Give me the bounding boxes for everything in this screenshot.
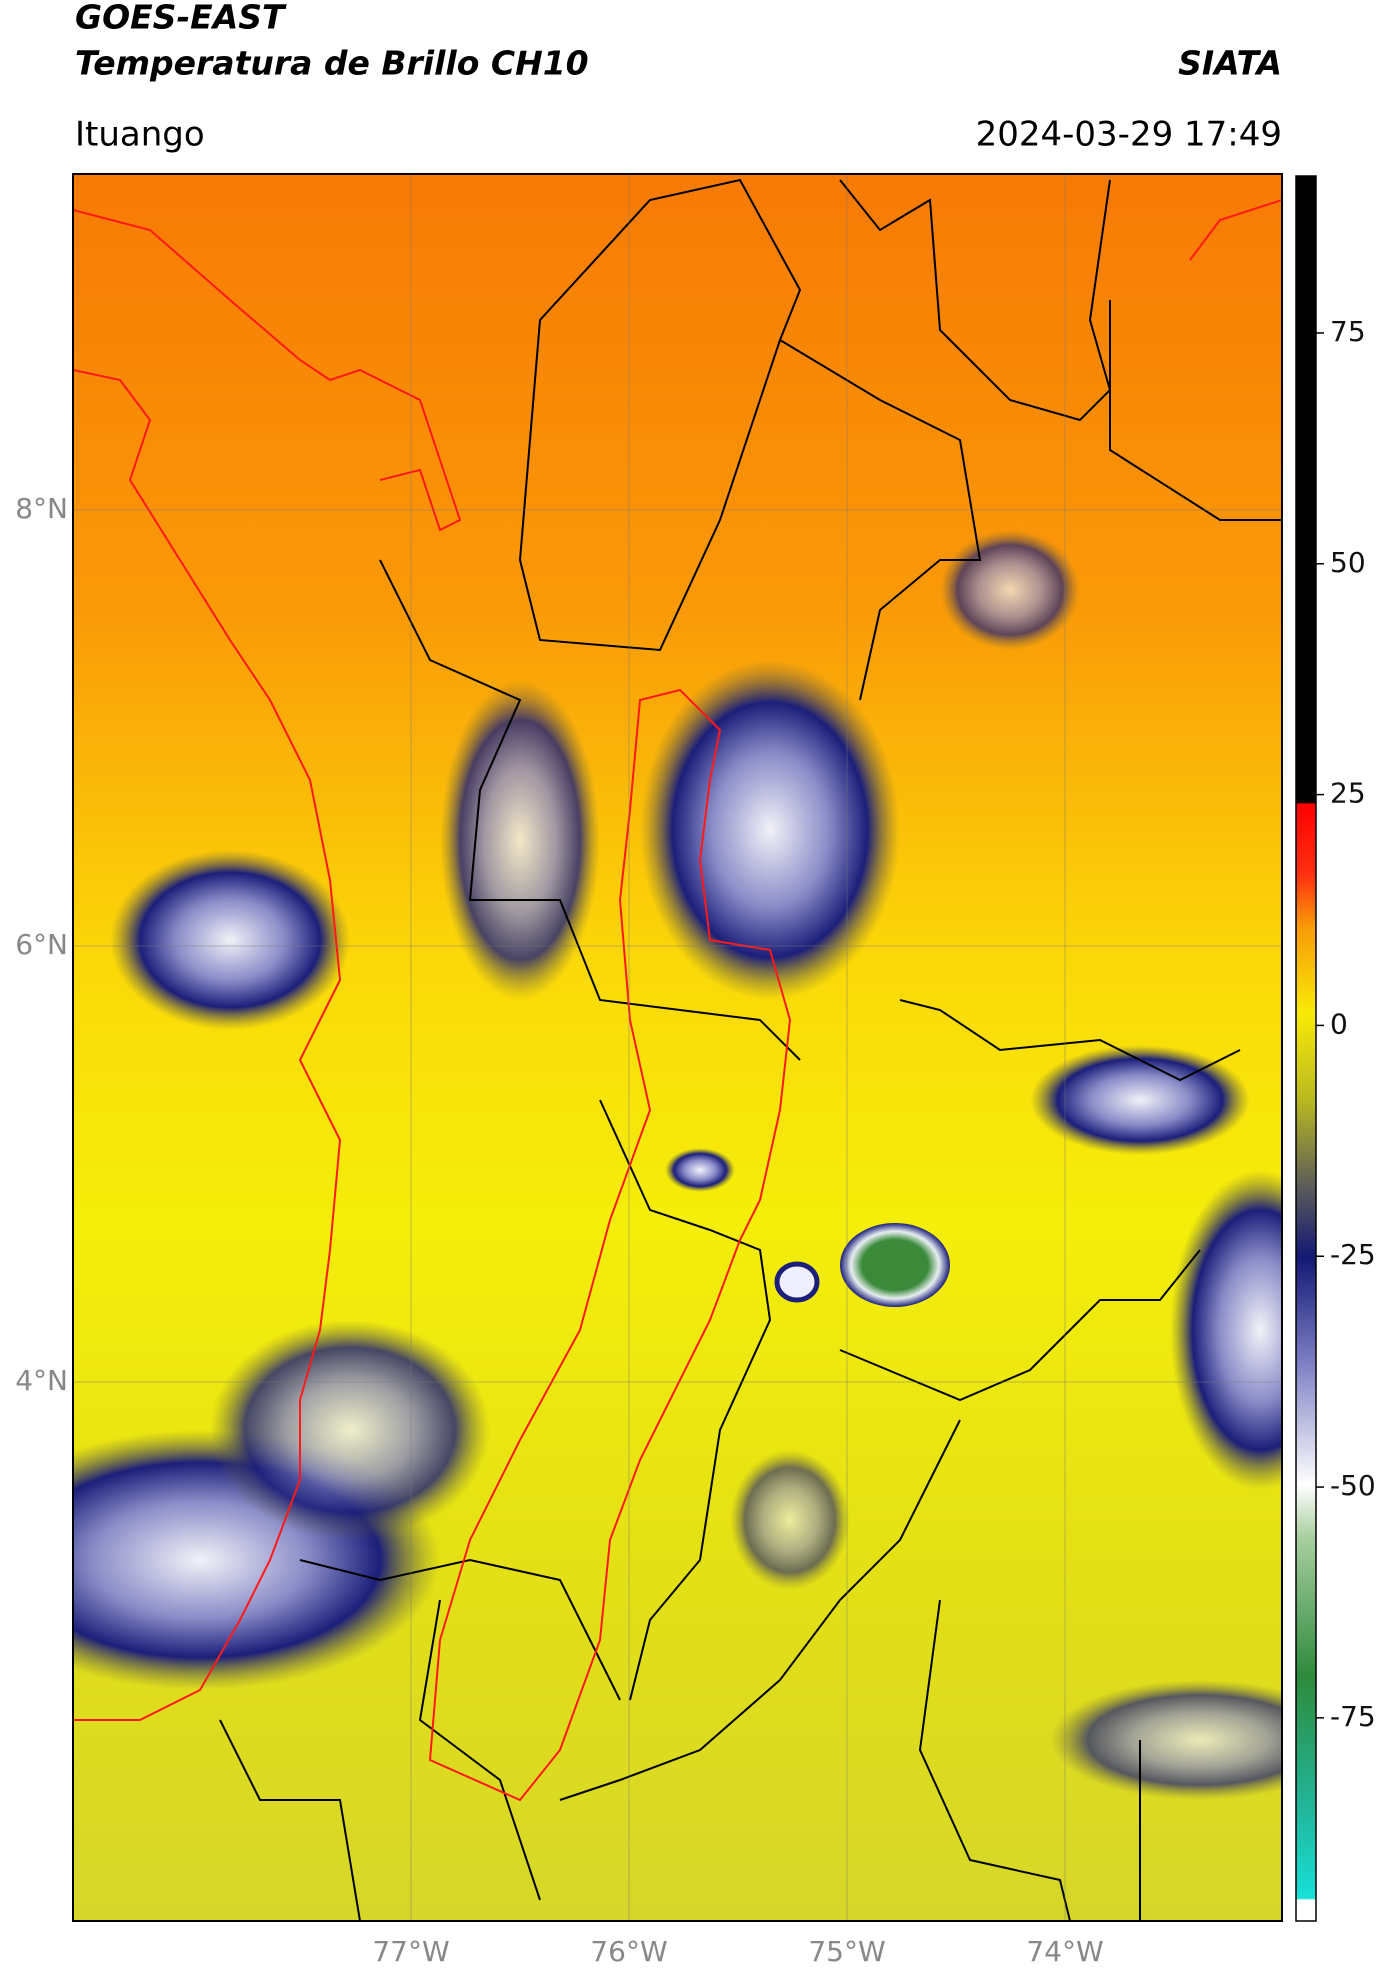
- agency: SIATA: [1178, 44, 1282, 83]
- lat-label: 4°N: [15, 1364, 68, 1397]
- colorbar-tick-label: 0: [1330, 1007, 1348, 1040]
- colorbar-tick-label: -75: [1330, 1700, 1376, 1733]
- graticule: [73, 174, 1282, 1921]
- lon-label: 77°W: [372, 1935, 449, 1968]
- map-image: [73, 174, 1282, 1921]
- lon-label: 76°W: [590, 1935, 667, 1968]
- timestamp: 2024-03-29 17:49: [976, 115, 1282, 155]
- colorbar-tick-label: -50: [1330, 1469, 1376, 1502]
- lat-label: 6°N: [15, 928, 68, 961]
- title: GOES-EAST: [75, 0, 287, 37]
- map-frame: [72, 173, 1283, 1922]
- colorbar-tick-label: 75: [1330, 315, 1366, 348]
- location: Ituango: [75, 115, 205, 155]
- colorbar: [1295, 175, 1317, 1922]
- lon-label: 75°W: [808, 1935, 885, 1968]
- colorbar-tick-label: -25: [1330, 1238, 1376, 1271]
- colorbar-tick-label: 25: [1330, 777, 1366, 810]
- lon-label: 74°W: [1026, 1935, 1103, 1968]
- lat-label: 8°N: [15, 492, 68, 525]
- subtitle: Temperatura de Brillo CH10: [75, 44, 589, 83]
- colorbar-tick-label: 50: [1330, 546, 1366, 579]
